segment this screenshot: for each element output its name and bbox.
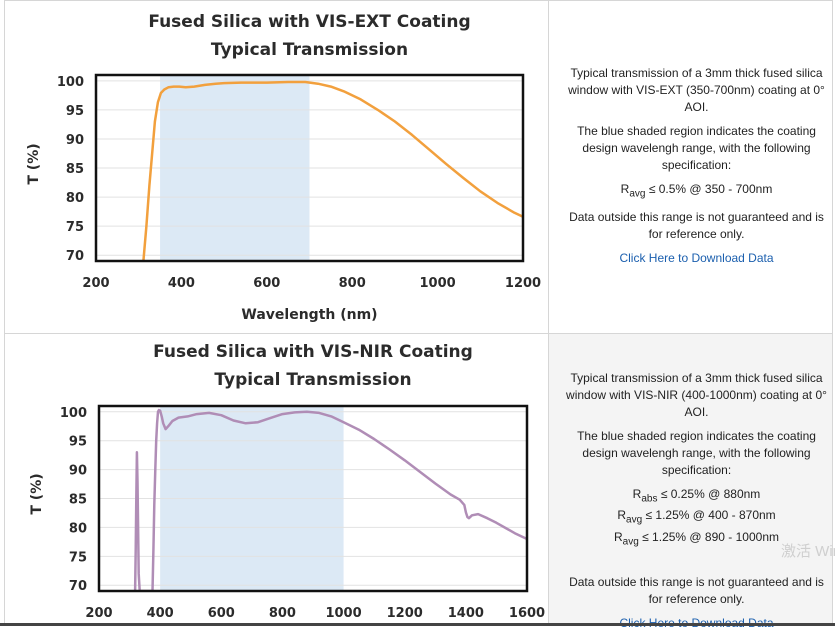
y-tick-label: 75 [69, 550, 87, 565]
spec-line: Ravg ≤ 1.25% @ 890 - 1000nm [614, 529, 779, 548]
x-tick-label: 200 [82, 276, 109, 291]
x-tick-label: 1400 [448, 606, 484, 621]
spec-list: Ravg ≤ 0.5% @ 350 - 700nm [565, 181, 828, 202]
description-text: Typical transmission of a 3mm thick fuse… [566, 371, 827, 419]
chart-cell: Fused Silica with VIS-EXT Coating Typical… [5, 1, 549, 333]
x-tick-label: 600 [253, 276, 280, 291]
chart-title: Fused Silica with VIS-EXT Coating [148, 12, 470, 32]
plot-frame [94, 73, 525, 263]
bottom-bar [0, 623, 835, 626]
chart-row-vis-ext: Fused Silica with VIS-EXT Coating Typical… [4, 0, 833, 334]
spec-line: Ravg ≤ 0.5% @ 350 - 700nm [620, 182, 773, 200]
x-tick-label: 1200 [505, 276, 541, 291]
y-axis-label: T (%) [29, 473, 45, 514]
info-cell: Typical transmission of a 3mm thick fuse… [549, 1, 832, 333]
x-tick-label: 1000 [420, 276, 456, 291]
spec-line: Ravg ≤ 1.25% @ 400 - 870nm [617, 508, 776, 526]
y-axis-label: T (%) [26, 143, 42, 184]
vis-nir-chart: Fused Silica with VIS-NIR Coating Typical… [29, 342, 545, 621]
vis-ext-chart: Fused Silica with VIS-EXT Coating Typical… [26, 12, 541, 323]
x-tick-label: 800 [339, 276, 366, 291]
y-tick-label: 85 [66, 162, 84, 177]
y-tick-label: 80 [66, 191, 84, 206]
transmission-line [142, 80, 523, 261]
y-tick-label: 100 [60, 406, 87, 421]
shaded-region-text: The blue shaded region indicates the coa… [577, 124, 816, 172]
spec-line: Rabs ≤ 0.25% @ 880nm [632, 487, 761, 505]
transmission-line [133, 408, 527, 591]
chart-title: Fused Silica with VIS-NIR Coating [153, 342, 473, 362]
x-tick-label: 400 [168, 276, 195, 291]
watermark: 激活 Windows 转到设置 [781, 543, 835, 560]
plot-frame [97, 404, 529, 593]
y-tick-label: 100 [57, 75, 84, 90]
chart-subtitle: Typical Transmission [214, 370, 411, 390]
x-tick-label: 1600 [509, 606, 545, 621]
y-tick-label: 75 [66, 220, 84, 235]
x-tick-label: 600 [208, 606, 235, 621]
spec-list: Rabs ≤ 0.25% @ 880nm Ravg ≤ 1.25% @ 400 … [565, 486, 828, 550]
disclaimer-text: Data outside this range is not guarantee… [569, 210, 824, 242]
shaded-region-text: The blue shaded region indicates the coa… [577, 429, 816, 477]
x-tick-label: 1200 [387, 606, 423, 621]
chart-row-vis-nir: Fused Silica with VIS-NIR Coating Typical… [4, 333, 833, 630]
x-tick-label: 1000 [325, 606, 361, 621]
description-text: Typical transmission of a 3mm thick fuse… [568, 66, 825, 114]
y-tick-label: 85 [69, 493, 87, 508]
y-tick-label: 70 [69, 579, 87, 594]
x-axis-label: Wavelength (nm) [241, 307, 377, 323]
chart-subtitle: Typical Transmission [211, 40, 408, 60]
y-tick-label: 80 [69, 521, 87, 536]
info-cell: Typical transmission of a 3mm thick fuse… [549, 334, 832, 630]
x-tick-label: 200 [85, 606, 112, 621]
y-tick-label: 70 [66, 249, 84, 264]
y-tick-label: 90 [69, 464, 87, 479]
y-tick-label: 95 [69, 435, 87, 450]
download-data-link[interactable]: Click Here to Download Data [619, 251, 774, 266]
y-tick-label: 90 [66, 133, 84, 148]
chart-cell: Fused Silica with VIS-NIR Coating Typical… [5, 334, 549, 625]
disclaimer-text: Data outside this range is not guarantee… [569, 575, 824, 607]
x-tick-label: 400 [147, 606, 174, 621]
x-tick-label: 800 [269, 606, 296, 621]
y-tick-label: 95 [66, 104, 84, 119]
